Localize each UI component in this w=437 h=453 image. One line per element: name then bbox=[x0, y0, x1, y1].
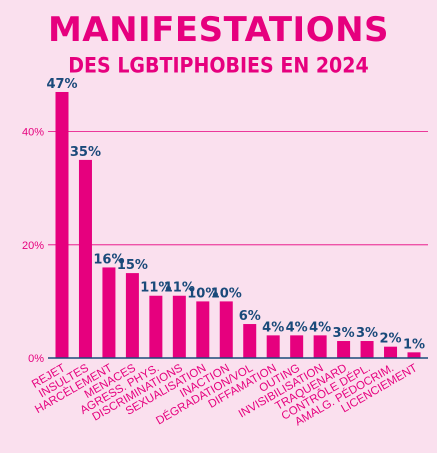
bar bbox=[55, 91, 69, 358]
bar bbox=[172, 295, 186, 358]
bar bbox=[149, 295, 163, 358]
y-tick-label: 0% bbox=[28, 353, 44, 365]
bar bbox=[384, 346, 398, 358]
data-label: 3% bbox=[356, 326, 378, 341]
y-tick-label: 40% bbox=[22, 127, 44, 139]
data-label: 10% bbox=[187, 286, 218, 301]
bar bbox=[290, 335, 304, 358]
bar bbox=[219, 301, 233, 358]
data-label: 35% bbox=[70, 145, 101, 160]
data-label: 11% bbox=[140, 281, 171, 296]
data-label: 15% bbox=[117, 258, 148, 273]
data-label: 3% bbox=[333, 326, 355, 341]
bar bbox=[196, 301, 210, 358]
bar bbox=[337, 341, 351, 358]
chart-subtitle: DES LGBTIPHOBIES EN 2024 bbox=[68, 53, 369, 79]
data-label: 4% bbox=[262, 320, 284, 335]
bar bbox=[407, 352, 421, 358]
data-label: 1% bbox=[403, 337, 425, 352]
data-label: 4% bbox=[309, 320, 331, 335]
bar bbox=[125, 273, 139, 358]
data-label: 6% bbox=[239, 309, 261, 324]
data-label: 10% bbox=[211, 286, 242, 301]
bar bbox=[102, 267, 116, 358]
data-label: 11% bbox=[164, 281, 195, 296]
bar bbox=[360, 341, 374, 358]
data-label: 4% bbox=[286, 320, 308, 335]
bar bbox=[78, 159, 92, 358]
data-label: 16% bbox=[93, 252, 124, 267]
bar bbox=[313, 335, 327, 358]
data-label: 2% bbox=[379, 332, 401, 347]
y-tick-label: 20% bbox=[22, 240, 44, 252]
bar bbox=[243, 324, 257, 358]
chart-title: MANIFESTATIONS bbox=[47, 10, 390, 50]
data-label: 47% bbox=[46, 77, 77, 92]
bar bbox=[266, 335, 280, 358]
